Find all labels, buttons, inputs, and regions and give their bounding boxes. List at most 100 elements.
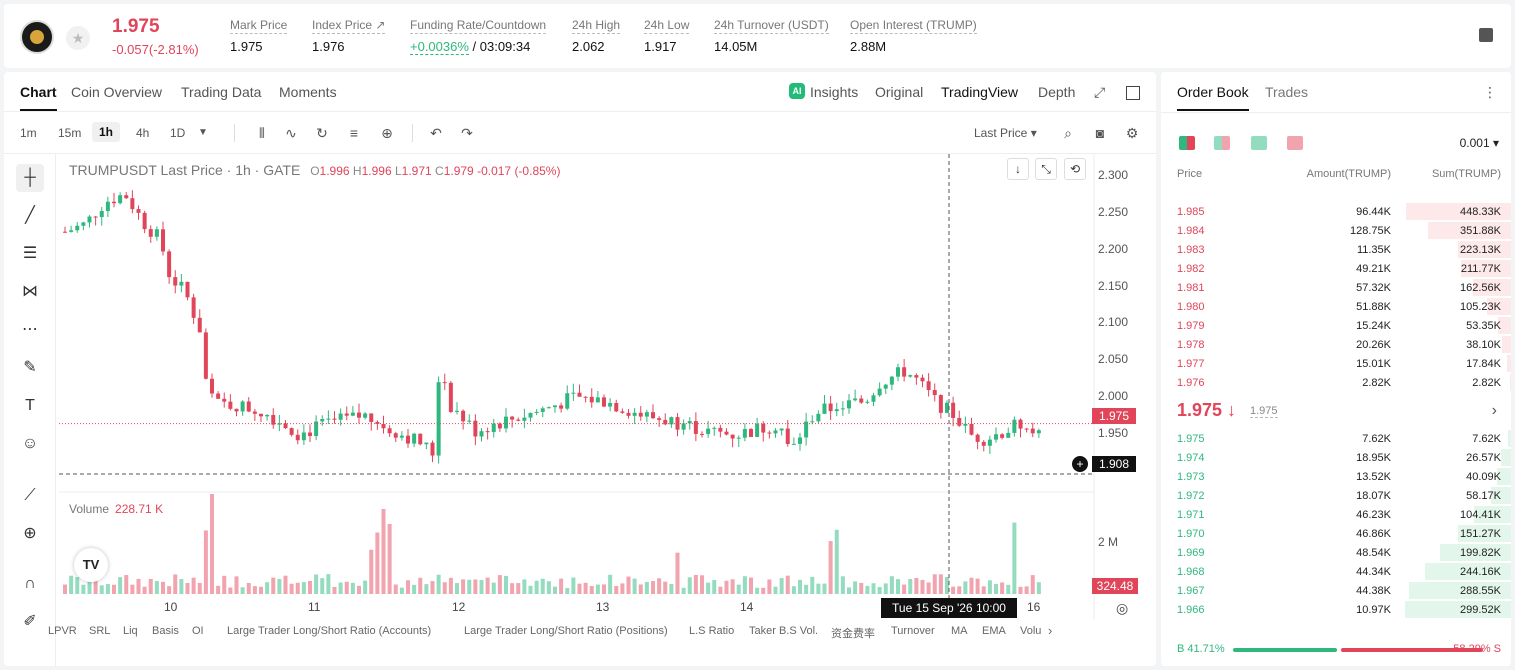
collapse-icon[interactable]: ⤡ xyxy=(1035,158,1057,180)
tradingview-logo-icon[interactable]: TV xyxy=(74,548,108,582)
indicator-srl[interactable]: SRL xyxy=(89,625,111,637)
tab-moments[interactable]: Moments xyxy=(279,84,337,100)
timeframe-dropdown-icon[interactable]: ▼ xyxy=(198,127,208,138)
fullscreen-icon[interactable] xyxy=(1126,86,1140,100)
timeframe-1d[interactable]: 1D xyxy=(170,126,186,140)
ruler-icon[interactable]: ⟋ xyxy=(24,487,36,504)
bid-row[interactable]: 1.969 48.54K 199.82K xyxy=(1161,543,1511,562)
emoji-icon[interactable]: ☺ xyxy=(21,435,39,452)
indicator-ma[interactable]: MA xyxy=(951,625,968,637)
timeframe-1m[interactable]: 1m xyxy=(20,126,37,140)
ask-row[interactable]: 1.981 57.32K 162.56K xyxy=(1161,278,1511,297)
view-both-icon[interactable] xyxy=(1179,136,1195,150)
axis-settings-icon[interactable]: ◎ xyxy=(1116,600,1129,616)
magnet-icon[interactable]: ∩ xyxy=(24,575,36,592)
bid-row[interactable]: 1.967 44.38K 288.55K xyxy=(1161,581,1511,600)
tab-trading-data[interactable]: Trading Data xyxy=(181,84,262,100)
ask-row[interactable]: 1.982 49.21K 211.77K xyxy=(1161,259,1511,278)
ask-row[interactable]: 1.980 51.88K 105.23K xyxy=(1161,297,1511,316)
candle-body xyxy=(657,418,662,420)
bid-row[interactable]: 1.966 10.97K 299.52K xyxy=(1161,600,1511,619)
depth-bar xyxy=(1405,601,1511,618)
tab-insights[interactable]: Insights xyxy=(810,84,859,100)
indicator-funding-rate[interactable]: 资金费率 xyxy=(831,628,875,640)
indicator-ema[interactable]: EMA xyxy=(982,625,1006,637)
indicator-turnover[interactable]: Turnover xyxy=(891,625,935,637)
ask-row[interactable]: 1.984 128.75K 351.88K xyxy=(1161,221,1511,240)
bid-row[interactable]: 1.971 46.23K 104.41K xyxy=(1161,505,1511,524)
tab-chart[interactable]: Chart xyxy=(20,84,57,111)
indicator-liq[interactable]: Liq xyxy=(123,625,138,637)
indicator-large-trader-positions[interactable]: Large Trader Long/Short Ratio (Positions… xyxy=(464,625,668,637)
camera-icon[interactable]: ◙ xyxy=(1095,125,1105,141)
text-tool-icon[interactable]: T xyxy=(25,397,35,414)
view-bids-asks-icon[interactable] xyxy=(1214,136,1230,150)
timeframe-15m[interactable]: 15m xyxy=(58,126,82,140)
timeframe-1h[interactable]: 1h xyxy=(92,122,121,142)
bid-row[interactable]: 1.970 46.86K 151.27K xyxy=(1161,524,1511,543)
tab-depth[interactable]: Depth xyxy=(1038,84,1076,100)
tab-tradingview[interactable]: TradingView xyxy=(941,84,1019,100)
favorite-star-icon[interactable]: ★ xyxy=(66,26,90,50)
price-source-select[interactable]: Last Price ▾ xyxy=(974,126,1037,140)
search-icon[interactable]: ⌕ xyxy=(1064,125,1072,141)
indicator-basis[interactable]: Basis xyxy=(152,625,179,637)
settings-gear-icon[interactable]: ⚙ xyxy=(1125,125,1139,141)
row-sum: 211.77K xyxy=(1460,263,1501,275)
tab-trades[interactable]: Trades xyxy=(1265,84,1309,100)
candlestick-chart[interactable] xyxy=(59,154,1099,620)
templates-icon[interactable]: ≡ xyxy=(349,125,359,141)
brush-icon[interactable]: ✎ xyxy=(23,359,37,376)
view-bids-icon[interactable] xyxy=(1251,136,1267,150)
timeframe-4h[interactable]: 4h xyxy=(136,126,150,140)
ask-row[interactable]: 1.978 20.26K 38.10K xyxy=(1161,335,1511,354)
zoom-in-icon[interactable]: ⊕ xyxy=(23,525,37,542)
indicator-lpvr[interactable]: LPVR xyxy=(48,625,77,637)
reset-chart-icon[interactable]: ⟲ xyxy=(1064,158,1086,180)
view-asks-icon[interactable] xyxy=(1287,136,1303,150)
bid-row[interactable]: 1.974 18.95K 26.57K xyxy=(1161,448,1511,467)
indicator-volume[interactable]: Volu xyxy=(1020,625,1042,637)
refresh-icon[interactable]: ↻ xyxy=(316,125,328,141)
indicator-ls-ratio[interactable]: L.S Ratio xyxy=(689,625,735,637)
horizontal-lines-icon[interactable]: ☰ xyxy=(22,245,38,262)
indicator-large-trader-accounts[interactable]: Large Trader Long/Short Ratio (Accounts) xyxy=(227,625,432,637)
more-options-icon[interactable]: ⋮ xyxy=(1483,84,1497,100)
row-price: 1.976 xyxy=(1177,377,1205,389)
redo-icon[interactable]: ↷ xyxy=(461,125,473,141)
ai-insights-icon[interactable]: AI xyxy=(789,83,805,99)
precision-select[interactable]: 0.001 ▾ xyxy=(1459,136,1499,150)
stat-index-price[interactable]: Index Price ↗ 1.976 xyxy=(312,18,386,54)
ask-row[interactable]: 1.983 11.35K 223.13K xyxy=(1161,240,1511,259)
tab-original[interactable]: Original xyxy=(875,84,924,100)
candle-type-icon[interactable]: ⫴ xyxy=(259,125,265,141)
scroll-down-icon[interactable]: ↓ xyxy=(1007,158,1029,180)
trend-line-icon[interactable]: ╱ xyxy=(25,207,35,224)
add-order-icon[interactable]: + xyxy=(1072,456,1088,472)
bid-row[interactable]: 1.975 7.62K 7.62K xyxy=(1161,429,1511,448)
ask-row[interactable]: 1.977 15.01K 17.84K xyxy=(1161,354,1511,373)
volume-legend: Volume 228.71 K xyxy=(69,502,164,516)
ask-row[interactable]: 1.985 96.44K 448.33K xyxy=(1161,202,1511,221)
indicators-icon[interactable]: ∿ xyxy=(285,125,297,141)
chevron-right-icon[interactable]: › xyxy=(1491,402,1497,419)
fib-retracement-icon[interactable]: ⋯ xyxy=(22,321,38,338)
tab-order-book[interactable]: Order Book xyxy=(1177,84,1249,111)
indicator-oi[interactable]: OI xyxy=(192,625,204,637)
tab-coin-overview[interactable]: Coin Overview xyxy=(71,84,163,100)
chevron-right-icon[interactable]: › xyxy=(1048,623,1053,638)
undo-icon[interactable]: ↶ xyxy=(430,125,442,141)
pattern-icon[interactable]: ⋈ xyxy=(22,283,38,300)
add-indicator-icon[interactable]: ⊕ xyxy=(381,125,393,141)
bid-row[interactable]: 1.973 13.52K 40.09K xyxy=(1161,467,1511,486)
ask-row[interactable]: 1.976 2.82K 2.82K xyxy=(1161,373,1511,392)
guide-book-icon[interactable] xyxy=(1479,28,1493,42)
eraser-icon[interactable]: ✐ xyxy=(23,613,37,630)
expand-icon[interactable]: ⤢ xyxy=(1094,84,1106,100)
ask-row[interactable]: 1.979 15.24K 53.35K xyxy=(1161,316,1511,335)
bid-row[interactable]: 1.968 44.34K 244.16K xyxy=(1161,562,1511,581)
crosshair-icon[interactable]: ┼ xyxy=(16,164,44,192)
row-amount: 48.54K xyxy=(1356,547,1391,559)
bid-row[interactable]: 1.972 18.07K 58.17K xyxy=(1161,486,1511,505)
indicator-taker-bs-vol[interactable]: Taker B.S Vol. xyxy=(749,625,819,637)
